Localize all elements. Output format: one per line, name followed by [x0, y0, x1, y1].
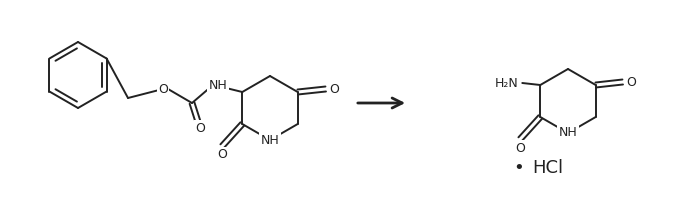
Text: O: O [195, 122, 205, 135]
Text: O: O [626, 76, 636, 89]
Text: O: O [329, 82, 339, 96]
Text: •: • [513, 159, 524, 177]
Text: HCl: HCl [532, 159, 563, 177]
Text: O: O [158, 82, 168, 96]
Text: H₂N: H₂N [494, 76, 518, 89]
Text: NH: NH [261, 133, 279, 146]
Text: O: O [515, 142, 526, 154]
Text: NH: NH [208, 78, 227, 91]
Text: O: O [217, 149, 227, 162]
Text: NH: NH [559, 126, 577, 139]
